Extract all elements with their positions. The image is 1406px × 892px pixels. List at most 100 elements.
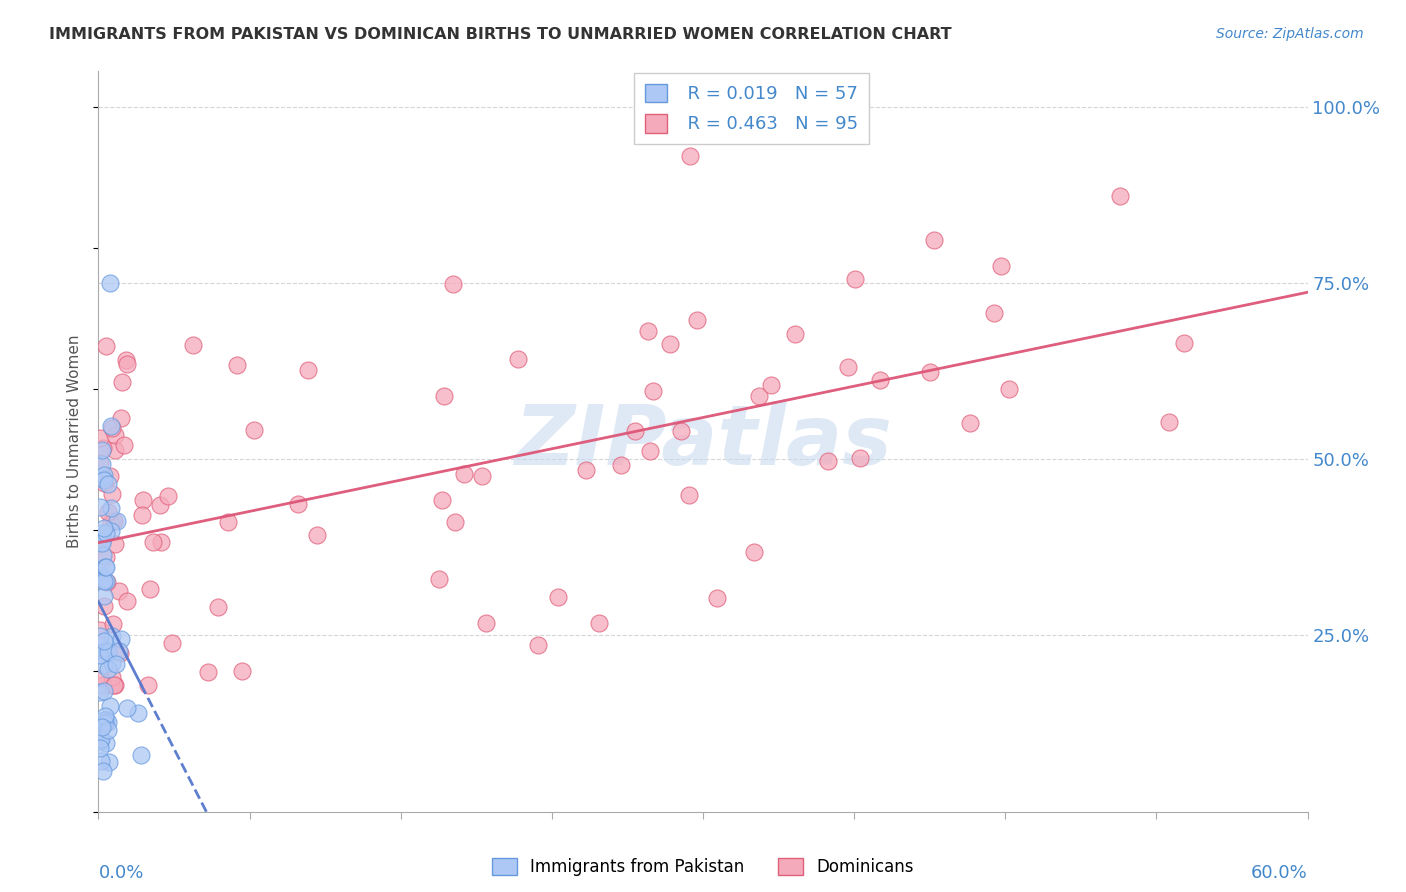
Point [1159,415,1181,429]
Point [105,657,128,671]
Point [91,525,114,540]
Point [97,662,120,676]
Point [91,443,114,458]
Point [89,500,111,515]
Point [100,524,122,539]
Point [226,358,249,372]
Point [89,684,111,698]
Point [98,469,121,483]
Point [89,648,111,663]
Point [453,467,475,481]
Point [287,497,309,511]
Point [97,477,120,491]
Point [94,560,117,574]
Point [638,443,661,458]
Point [94,714,117,728]
Point [441,277,464,292]
Point [110,376,132,390]
Point [588,615,610,630]
Point [659,336,682,351]
Point [93,633,115,648]
Point [96,525,118,540]
Point [103,678,125,692]
Point [103,617,125,632]
Point [142,534,165,549]
Point [115,353,138,368]
Point [127,706,149,720]
Point [96,575,118,590]
Point [93,476,115,491]
Point [97,715,120,730]
Point [959,416,981,430]
Point [129,748,152,763]
Point [817,454,839,468]
Point [837,359,859,374]
Point [990,260,1012,274]
Point [108,646,131,660]
Point [93,713,115,727]
Point [93,468,115,483]
Point [506,352,529,367]
Point [983,306,1005,320]
Point [89,671,111,685]
Point [90,534,112,549]
Point [297,363,319,377]
Point [89,741,111,756]
Point [91,471,114,485]
Point [686,313,709,327]
Point [89,456,111,470]
Point [101,487,124,501]
Point [433,389,456,403]
Point [90,567,112,582]
Point [432,492,454,507]
Point [93,473,115,487]
Point [305,528,328,542]
Point [443,516,465,530]
Point [91,720,114,734]
Point [475,616,498,631]
Point [744,545,766,559]
Point [117,701,139,715]
Point [94,574,117,589]
Point [90,458,112,472]
Point [97,723,120,738]
Text: Source: ZipAtlas.com: Source: ZipAtlas.com [1216,27,1364,41]
Point [104,678,127,692]
Point [93,657,115,672]
Point [669,424,692,438]
Point [100,421,122,435]
Point [1108,189,1130,203]
Point [91,536,114,550]
Point [610,458,633,472]
Point [231,665,253,679]
Point [1173,336,1195,351]
Point [918,365,941,379]
Point [785,327,807,342]
Point [922,233,945,247]
Point [91,764,114,778]
Point [91,678,114,692]
Point [90,732,112,747]
Point [112,438,135,452]
Point [998,382,1021,396]
Point [89,431,111,445]
Point [547,590,569,604]
Point [527,638,550,652]
Point [139,582,162,597]
Text: 0.0%: 0.0% [98,863,143,881]
Point [93,521,115,535]
Point [197,665,219,680]
Point [93,683,115,698]
Point [107,584,129,599]
Point [101,670,124,684]
Point [624,425,647,439]
Point [93,599,115,613]
Point [136,678,159,692]
Text: ZIPatlas: ZIPatlas [515,401,891,482]
Point [149,498,172,512]
Point [149,535,172,549]
Point [117,357,139,371]
Point [100,500,122,515]
Point [181,338,204,352]
Point [89,629,111,643]
